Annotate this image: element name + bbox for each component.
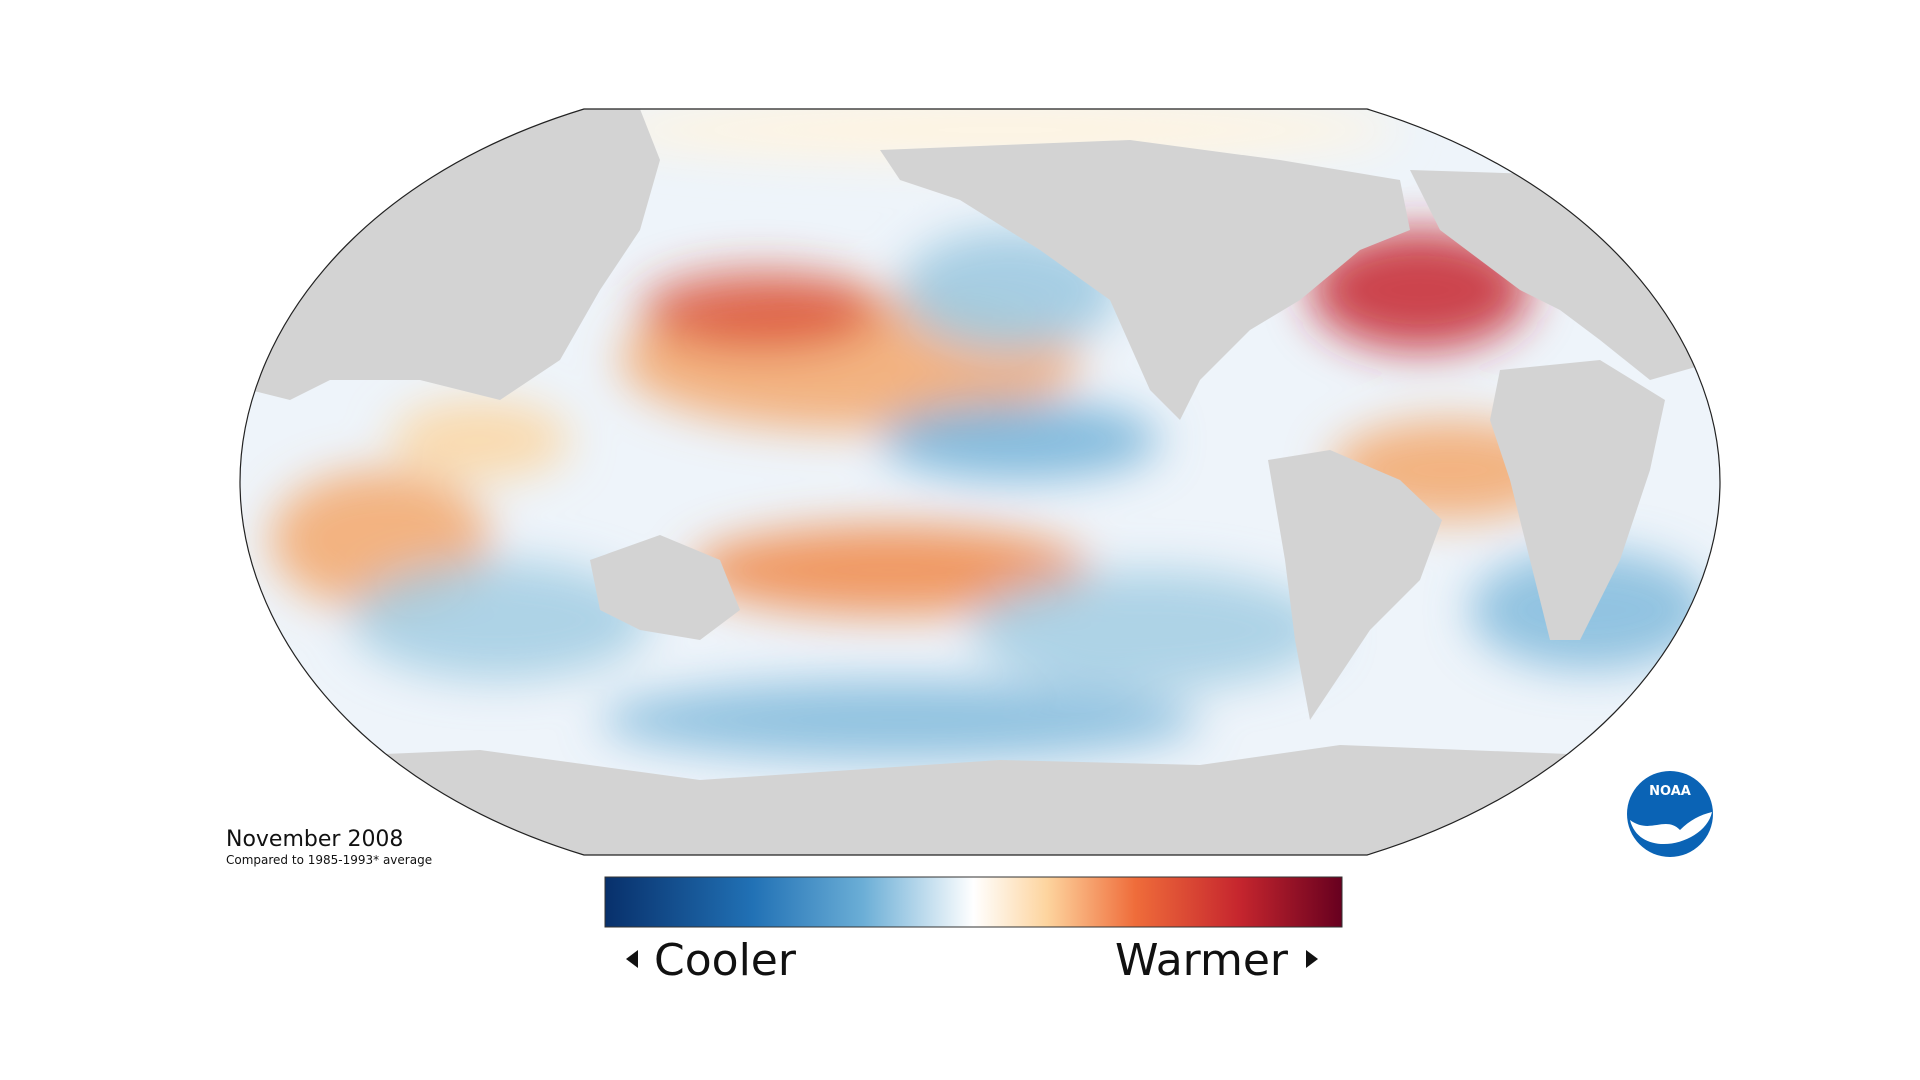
color-scale — [604, 876, 1343, 928]
map-outline — [239, 108, 1721, 856]
logo-bird — [1630, 812, 1712, 845]
arrow-right — [1306, 950, 1318, 968]
logo-text: NOAA — [1649, 784, 1691, 799]
map-date: November 2008 — [226, 827, 403, 852]
arrow-left — [626, 950, 638, 968]
noaa-logo: NOAA — [1627, 771, 1713, 857]
map-subtitle: Compared to 1985-1993* average — [226, 853, 432, 867]
map-area — [240, 109, 1720, 855]
cooler-label: Cooler — [654, 935, 797, 986]
anomaly-field — [270, 109, 1710, 760]
warmer-label: Warmer — [1115, 935, 1289, 986]
